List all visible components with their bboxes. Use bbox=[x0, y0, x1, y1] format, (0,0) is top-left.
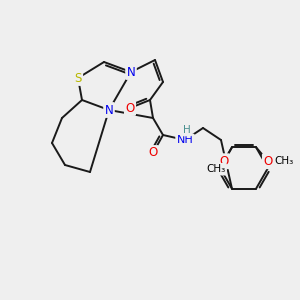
Text: CH₃: CH₃ bbox=[206, 164, 226, 174]
Text: O: O bbox=[148, 146, 158, 160]
Text: H: H bbox=[183, 125, 191, 135]
Text: NH: NH bbox=[177, 135, 194, 145]
Text: O: O bbox=[263, 155, 273, 168]
Text: N: N bbox=[105, 103, 113, 116]
Text: N: N bbox=[127, 65, 135, 79]
Text: CH₃: CH₃ bbox=[274, 156, 294, 166]
Text: O: O bbox=[125, 101, 135, 115]
Text: O: O bbox=[219, 155, 229, 168]
Text: S: S bbox=[74, 71, 82, 85]
